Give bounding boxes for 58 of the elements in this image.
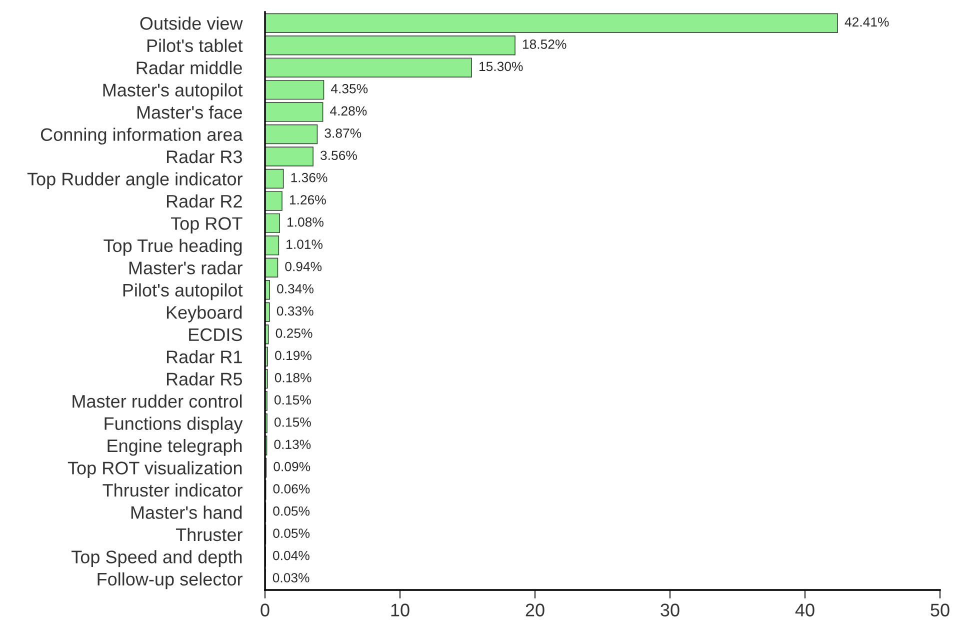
- y-tick-label: Top Rudder angle indicator: [27, 172, 242, 190]
- data-label: 0.34%: [277, 284, 314, 294]
- data-label: 0.13%: [274, 440, 311, 450]
- y-tick-label: Master's autopilot: [103, 83, 243, 100]
- data-label: 3.56%: [320, 150, 357, 160]
- y-tick-label: Thruster: [176, 528, 242, 542]
- x-tick-label: 30: [660, 604, 680, 616]
- y-tick-label: Radar R5: [166, 372, 242, 386]
- y-tick-label: Outside view: [140, 16, 243, 30]
- y-tick-label: Radar R3: [166, 150, 242, 164]
- y-tick-label: Conning information area: [40, 128, 243, 145]
- y-tick-label: Radar middle: [136, 61, 242, 74]
- x-tick-label: 0: [260, 604, 270, 616]
- data-label: 0.19%: [275, 350, 312, 360]
- y-tick-label: Pilot's tablet: [147, 38, 243, 52]
- y-tick-label: Master's hand: [131, 506, 242, 519]
- y-tick-label: Top True heading: [104, 238, 242, 256]
- x-tick-label: 10: [391, 604, 410, 616]
- x-tick-label: 40: [795, 604, 814, 616]
- data-label: 1.08%: [288, 217, 324, 227]
- data-label: 0.03%: [272, 573, 310, 582]
- y-tick-label: ECDIS: [189, 328, 242, 342]
- y-tick-label: Keyboard: [166, 306, 242, 322]
- data-label: 0.94%: [285, 262, 322, 272]
- data-label: 0.25%: [276, 328, 312, 338]
- y-tick-label: Master's radar: [129, 261, 242, 274]
- y-tick-label: Top ROT visualization: [68, 461, 242, 478]
- data-label: 0.05%: [273, 506, 310, 516]
- data-label: 0.04%: [273, 550, 310, 560]
- y-tick-label: Thruster indicator: [102, 483, 242, 497]
- data-label: 1.26%: [290, 195, 326, 205]
- x-tick-label: 50: [930, 604, 950, 616]
- data-label: 0.33%: [276, 306, 314, 316]
- data-label: 0.09%: [274, 462, 310, 472]
- data-label: 1.01%: [286, 240, 323, 249]
- data-label: 0.06%: [273, 484, 310, 494]
- data-label: 15.30%: [480, 62, 523, 72]
- data-label: 4.35%: [330, 84, 368, 94]
- data-label: 0.15%: [274, 417, 311, 427]
- data-label: 0.18%: [274, 373, 312, 382]
- data-label: 1.36%: [291, 172, 328, 182]
- y-tick-label: Top ROT: [170, 217, 242, 234]
- y-tick-label: Master's face: [137, 106, 242, 119]
- data-label: 0.15%: [274, 395, 311, 405]
- y-tick-label: Functions display: [104, 416, 243, 434]
- y-tick-label: Engine telegraph: [108, 438, 242, 456]
- y-tick-label: Pilot's autopilot: [123, 283, 243, 300]
- y-tick-label: Top Speed and depth: [72, 550, 242, 567]
- x-tick-label: 20: [526, 604, 544, 616]
- data-label: 42.41%: [844, 17, 889, 27]
- data-label: 4.28%: [330, 106, 367, 116]
- data-label: 3.87%: [324, 128, 362, 138]
- y-tick-label: Follow-up selector: [98, 572, 242, 590]
- y-tick-label: Master rudder control: [72, 394, 242, 408]
- y-tick-label: Radar R2: [166, 194, 242, 208]
- y-tick-label: Radar R1: [166, 350, 242, 364]
- data-label: 0.05%: [273, 528, 310, 538]
- data-label: 18.52%: [522, 40, 566, 49]
